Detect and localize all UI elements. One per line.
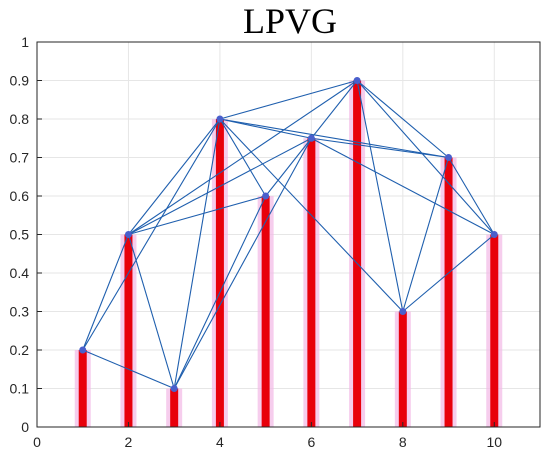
- graph-node: [262, 192, 270, 200]
- bar: [78, 350, 87, 427]
- visibility-edge: [356, 80, 449, 158]
- graph-node: [170, 385, 178, 392]
- visibility-edge: [127, 234, 175, 389]
- visibility-edge: [402, 234, 495, 312]
- y-tick-label: 0.4: [10, 265, 30, 281]
- visibility-edge: [173, 195, 267, 389]
- graph-node: [307, 134, 315, 142]
- x-tick-label: 2: [125, 434, 133, 450]
- y-tick-label: 1: [21, 34, 29, 50]
- bar: [398, 311, 407, 427]
- bar: [353, 80, 362, 427]
- visibility-edge: [311, 137, 449, 159]
- visibility-edge: [356, 80, 404, 312]
- y-tick-label: 0.3: [10, 304, 30, 320]
- visibility-edge: [402, 157, 450, 312]
- visibility-edge: [82, 118, 221, 351]
- y-tick-label: 0.8: [10, 111, 30, 127]
- visibility-edge: [128, 118, 221, 235]
- graph-node: [399, 308, 407, 315]
- graph-node: [353, 77, 361, 84]
- x-tick-label: 4: [216, 434, 224, 450]
- visibility-edge: [448, 157, 495, 235]
- graph-node: [216, 115, 224, 123]
- y-tick-label: 0: [21, 419, 29, 435]
- bar: [215, 119, 224, 427]
- x-tick-label: 10: [486, 434, 502, 450]
- y-tick-label: 0.2: [10, 342, 30, 358]
- graph-node: [79, 346, 87, 354]
- bar: [307, 138, 316, 427]
- bar: [444, 157, 453, 427]
- graph-node: [445, 154, 453, 161]
- y-tick-label: 0.7: [10, 150, 30, 166]
- visibility-edge: [310, 80, 358, 139]
- visibility-edge: [128, 137, 312, 235]
- visibility-edge: [311, 137, 495, 235]
- y-axis-tick-labels: 0 0.1 0.2 0.3 0.4 0.5 0.6 0.7 0.8 0.9 1: [10, 34, 30, 435]
- y-tick-label: 0.9: [10, 73, 30, 89]
- y-tick-label: 0.5: [10, 227, 30, 243]
- visibility-edge: [219, 118, 449, 159]
- axis-ticks: [36, 41, 495, 428]
- visibility-edge: [219, 118, 312, 139]
- visibility-edge: [219, 79, 358, 120]
- visibility-edge: [356, 80, 495, 235]
- y-tick-label: 0.1: [10, 381, 30, 397]
- bar: [170, 388, 179, 427]
- graph-node: [124, 231, 132, 238]
- graph-node: [490, 231, 498, 238]
- visibility-edge: [219, 118, 404, 312]
- x-tick-label: 0: [33, 434, 41, 450]
- chart-title: LPVG: [243, 1, 337, 41]
- visibility-edges: [82, 79, 495, 390]
- visibility-edge: [173, 118, 221, 389]
- y-tick-label: 0.6: [10, 188, 30, 204]
- x-axis-tick-labels: 0 2 4 6 8 10: [33, 434, 502, 450]
- visibility-edge: [82, 234, 129, 351]
- bar: [261, 196, 270, 427]
- x-tick-label: 6: [307, 434, 315, 450]
- visibility-edge: [173, 137, 312, 389]
- visibility-edge: [265, 137, 312, 197]
- bars: [74, 80, 503, 427]
- visibility-edge: [82, 349, 175, 390]
- visibility-edge: [128, 195, 266, 236]
- graph-nodes: [79, 77, 498, 392]
- x-tick-label: 8: [399, 434, 407, 450]
- visibility-edge: [219, 118, 267, 197]
- bar: [490, 234, 499, 427]
- bar: [124, 234, 133, 427]
